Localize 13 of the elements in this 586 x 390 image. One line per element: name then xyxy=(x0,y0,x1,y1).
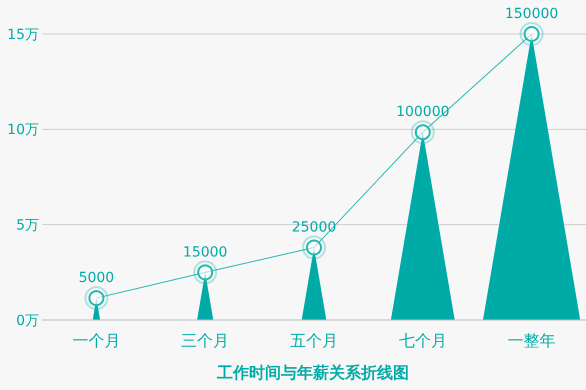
y-tick-label: 0万 xyxy=(16,312,39,329)
y-tick-label: 10万 xyxy=(7,122,39,138)
x-tick-label: 七个月 xyxy=(398,331,447,350)
y-tick-label: 15万 xyxy=(7,26,39,43)
x-tick-label: 五个月 xyxy=(290,331,338,350)
x-tick-label: 一整年 xyxy=(508,331,556,350)
text: 工作时间与年薪关系折线图 xyxy=(216,363,409,382)
annotation: 15000 xyxy=(182,244,228,260)
y-tick-label: 5万 xyxy=(16,218,39,234)
x-tick-label: 三个月 xyxy=(181,331,230,350)
annotation: 5000 xyxy=(78,270,114,286)
annotation: 150000 xyxy=(504,6,558,22)
x-tick-label: 一个月 xyxy=(72,331,120,350)
